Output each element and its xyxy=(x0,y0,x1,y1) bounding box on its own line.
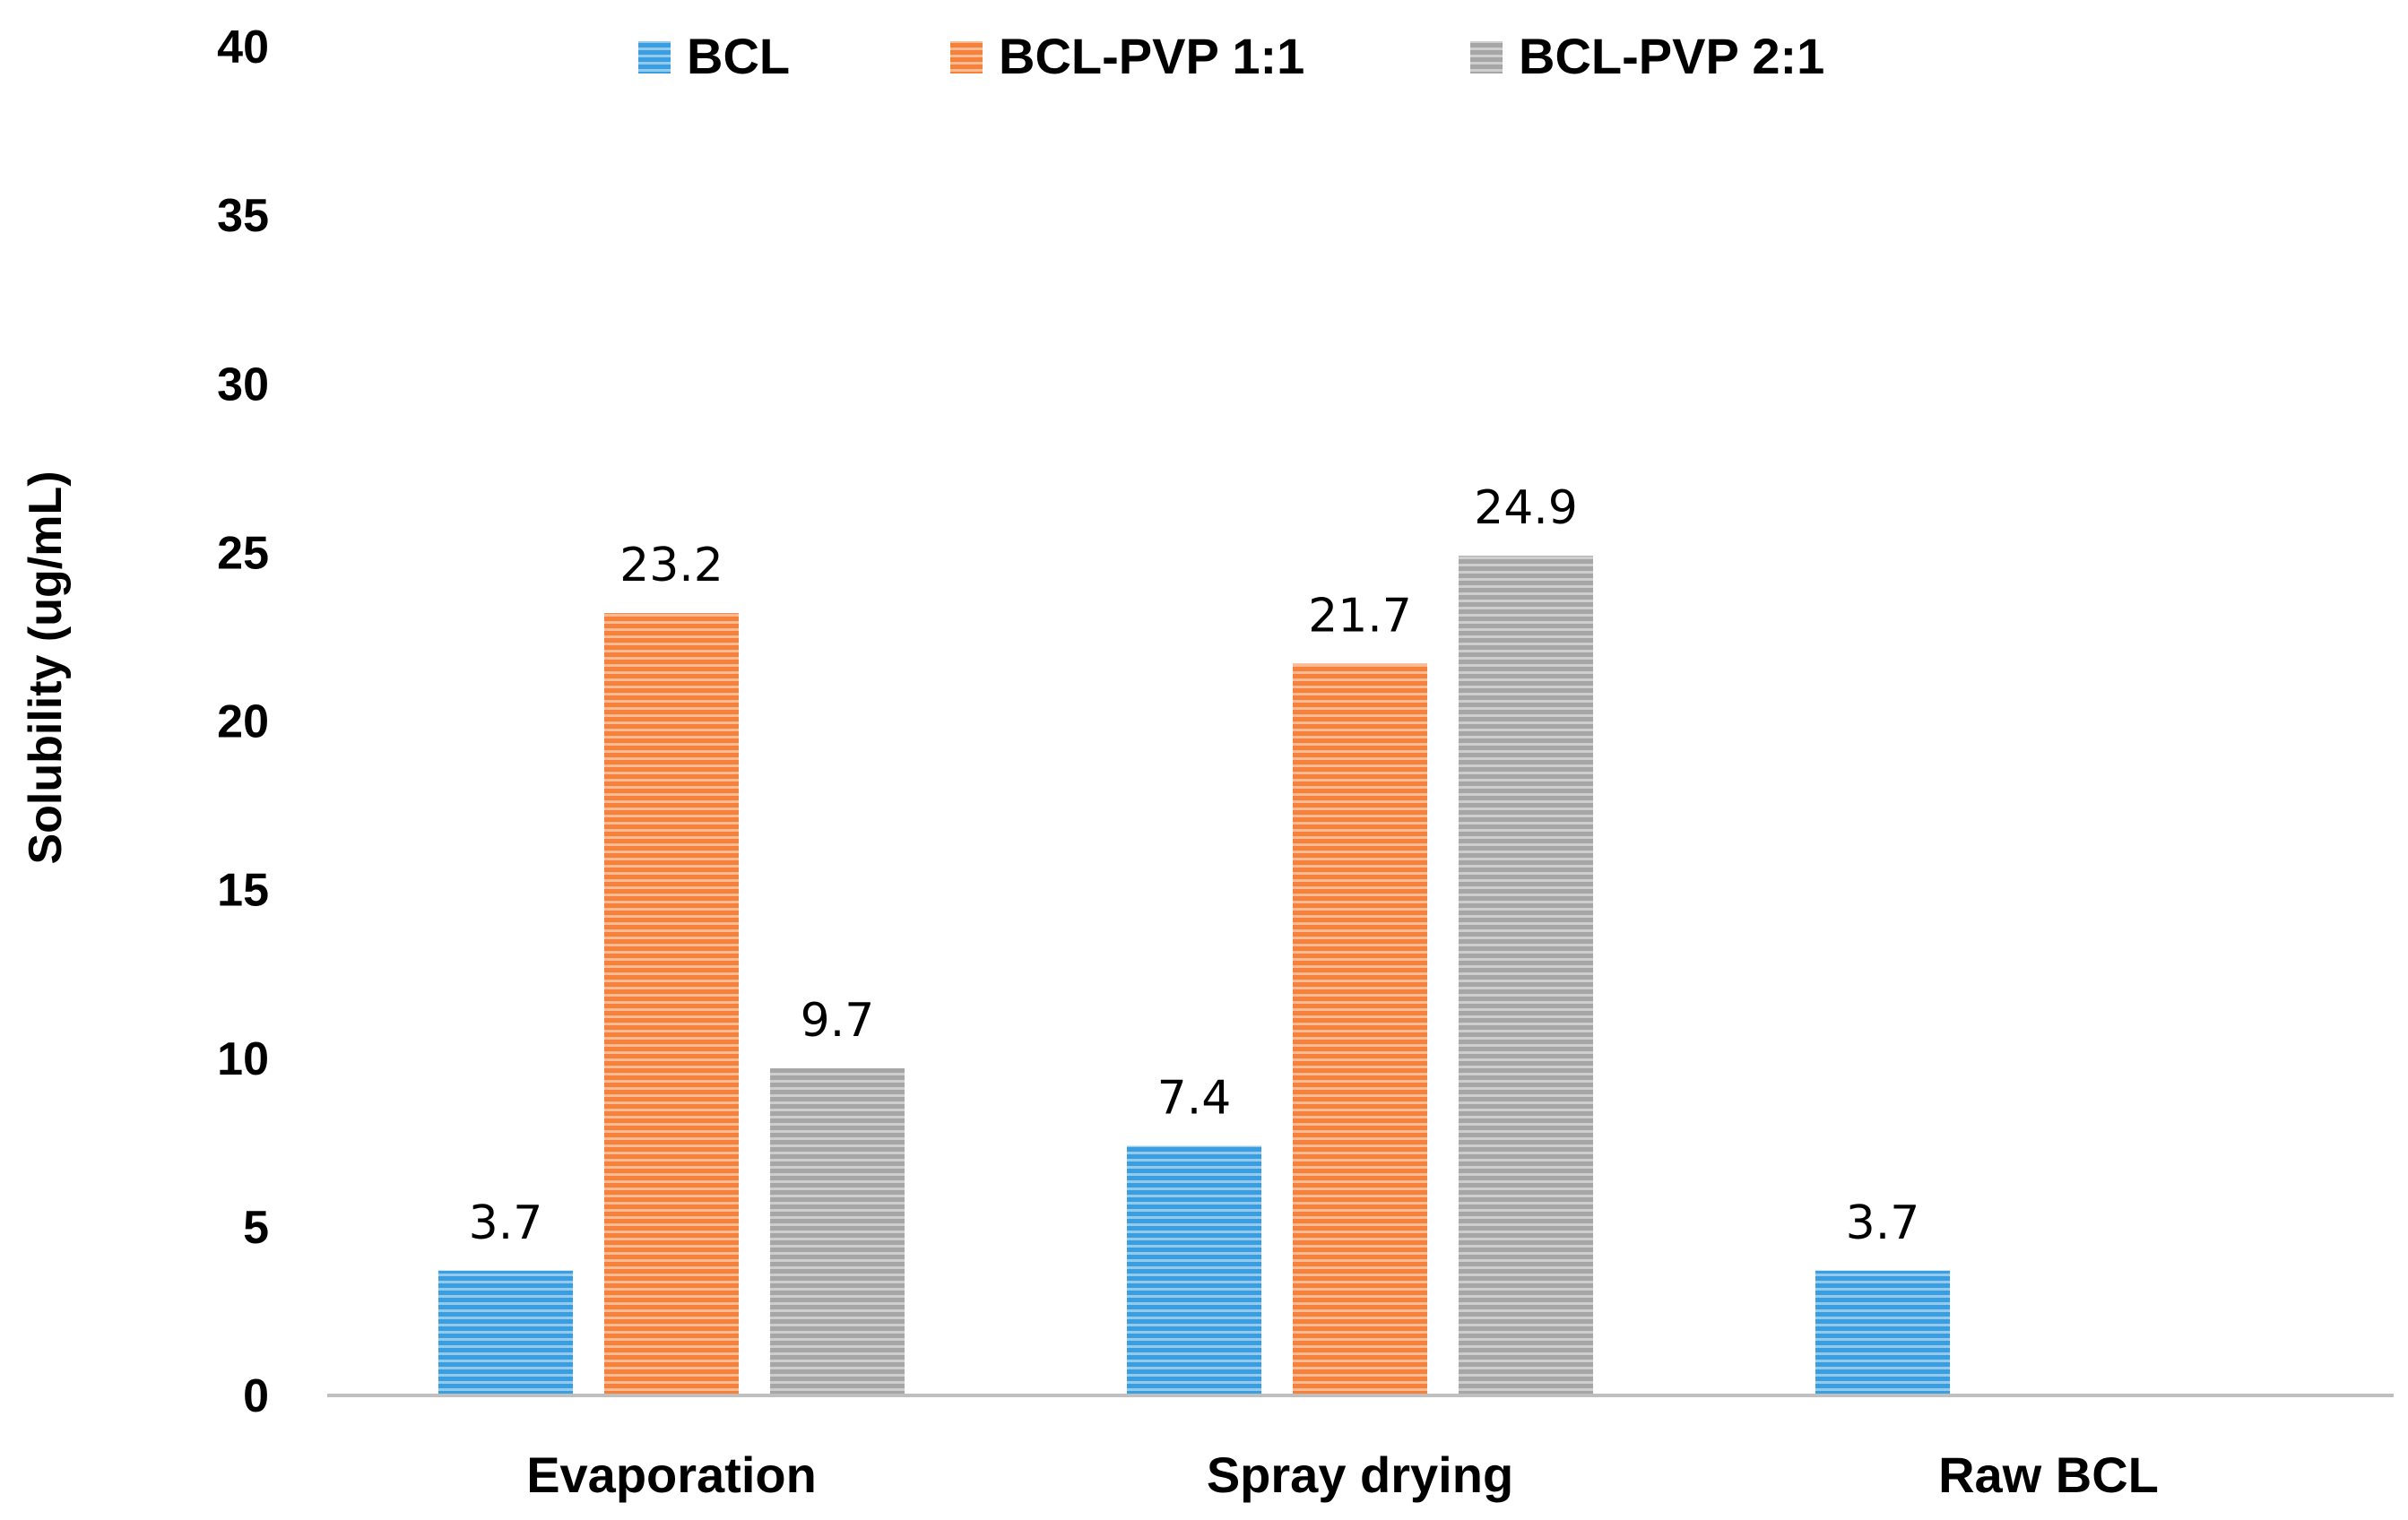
data-label-bcl-pvp-2-1-evaporation: 9.7 xyxy=(801,994,875,1048)
y-tick-label: 5 xyxy=(243,1202,269,1254)
bar-bcl-spray-drying xyxy=(1127,1145,1261,1395)
data-labels: 3.7 23.2 9.7 7.4 21.7 24.9 3.7 xyxy=(469,481,1920,1250)
y-tick-label: 15 xyxy=(217,865,269,917)
data-label-bcl-pvp-1-1-spray-drying: 21.7 xyxy=(1308,590,1412,643)
bar-bcl-pvp-2-1-spray-drying xyxy=(1459,556,1593,1395)
y-tick-label: 0 xyxy=(243,1370,269,1422)
x-tick-label-spray-drying: Spray drying xyxy=(1207,1447,1513,1503)
y-tick-label: 10 xyxy=(217,1033,269,1085)
y-axis: 0 5 10 15 20 25 30 35 40 xyxy=(217,22,269,1422)
legend-swatch xyxy=(950,41,983,73)
x-tick-label-raw-bcl: Raw BCL xyxy=(1938,1447,2159,1503)
bars xyxy=(438,556,1950,1395)
y-tick-label: 25 xyxy=(217,527,269,579)
legend-item-bcl: BCL xyxy=(638,28,790,84)
y-axis-title: Solubility (ug/mL) xyxy=(20,471,72,864)
bar-bcl-raw-bcl xyxy=(1815,1270,1950,1395)
x-tick-label-evaporation: Evaporation xyxy=(526,1447,817,1503)
y-tick-label: 30 xyxy=(217,358,269,410)
bar-bcl-pvp-2-1-evaporation xyxy=(770,1068,905,1395)
bar-bcl-pvp-1-1-spray-drying xyxy=(1293,663,1427,1395)
legend-label: BCL-PVP 1:1 xyxy=(999,28,1304,84)
y-tick-label: 35 xyxy=(217,190,269,242)
legend-label: BCL-PVP 2:1 xyxy=(1519,28,1824,84)
legend-swatch xyxy=(1470,41,1503,73)
bar-bcl-evaporation xyxy=(438,1270,573,1395)
data-label-bcl-evaporation: 3.7 xyxy=(469,1196,543,1250)
legend-item-bcl-pvp-1-1: BCL-PVP 1:1 xyxy=(950,28,1304,84)
bar-bcl-pvp-1-1-evaporation xyxy=(604,613,739,1395)
data-label-bcl-pvp-2-1-spray-drying: 24.9 xyxy=(1474,481,1578,535)
legend-label: BCL xyxy=(687,28,790,84)
legend: BCL BCL-PVP 1:1 BCL-PVP 2:1 xyxy=(638,28,1824,84)
y-tick-label: 20 xyxy=(217,696,269,748)
data-label-bcl-spray-drying: 7.4 xyxy=(1157,1072,1232,1126)
legend-swatch xyxy=(638,41,671,73)
y-tick-label: 40 xyxy=(217,22,269,73)
data-label-bcl-raw-bcl: 3.7 xyxy=(1846,1196,1920,1250)
data-label-bcl-pvp-1-1-evaporation: 23.2 xyxy=(619,539,723,592)
legend-item-bcl-pvp-2-1: BCL-PVP 2:1 xyxy=(1470,28,1824,84)
x-axis: Evaporation Spray drying Raw BCL xyxy=(526,1447,2159,1503)
